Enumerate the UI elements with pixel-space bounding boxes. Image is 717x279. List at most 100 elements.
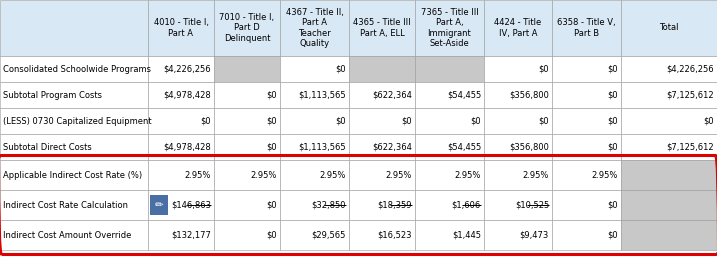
Text: $1,445: $1,445 bbox=[452, 230, 481, 239]
Text: $0: $0 bbox=[470, 117, 481, 126]
Bar bbox=[415, 82, 484, 108]
Bar bbox=[552, 56, 621, 82]
Bar bbox=[621, 220, 717, 250]
Text: $7,125,612: $7,125,612 bbox=[666, 90, 714, 100]
Bar bbox=[484, 134, 552, 160]
Bar bbox=[349, 56, 415, 82]
Text: $54,455: $54,455 bbox=[447, 90, 481, 100]
Text: Consolidated Schoolwide Programs: Consolidated Schoolwide Programs bbox=[3, 64, 151, 73]
Text: 4365 - Title III
Part A, ELL: 4365 - Title III Part A, ELL bbox=[353, 18, 411, 38]
Bar bbox=[552, 160, 621, 190]
Bar bbox=[621, 190, 717, 220]
Bar bbox=[621, 0, 717, 56]
Bar bbox=[280, 56, 349, 82]
Text: Indirect Cost Rate Calculation: Indirect Cost Rate Calculation bbox=[3, 201, 128, 210]
Bar bbox=[214, 56, 280, 82]
Bar bbox=[148, 134, 214, 160]
Bar bbox=[148, 82, 214, 108]
Text: 4010 - Title I,
Part A: 4010 - Title I, Part A bbox=[153, 18, 209, 38]
Bar bbox=[621, 160, 717, 190]
Text: $146,863: $146,863 bbox=[171, 201, 211, 210]
Bar bbox=[415, 220, 484, 250]
Text: $0: $0 bbox=[267, 90, 277, 100]
Text: 2.95%: 2.95% bbox=[320, 170, 346, 179]
Bar bbox=[0, 220, 148, 250]
Text: $54,455: $54,455 bbox=[447, 143, 481, 151]
Text: 7365 - Title III
Part A,
Immigrant
Set-Aside: 7365 - Title III Part A, Immigrant Set-A… bbox=[421, 8, 478, 48]
Text: 4424 - Title
IV, Part A: 4424 - Title IV, Part A bbox=[495, 18, 541, 38]
Bar bbox=[214, 134, 280, 160]
Text: $0: $0 bbox=[607, 143, 618, 151]
Bar bbox=[280, 220, 349, 250]
Text: $10,525: $10,525 bbox=[515, 201, 549, 210]
Text: Total: Total bbox=[659, 23, 679, 32]
Text: $0: $0 bbox=[607, 201, 618, 210]
Text: $356,800: $356,800 bbox=[509, 90, 549, 100]
Bar bbox=[552, 190, 621, 220]
Text: (LESS) 0730 Capitalized Equipment: (LESS) 0730 Capitalized Equipment bbox=[3, 117, 151, 126]
Bar bbox=[484, 190, 552, 220]
Bar bbox=[280, 0, 349, 56]
Text: Indirect Cost Amount Override: Indirect Cost Amount Override bbox=[3, 230, 131, 239]
Text: $1,606: $1,606 bbox=[452, 201, 481, 210]
Text: $622,364: $622,364 bbox=[372, 143, 412, 151]
Bar bbox=[349, 82, 415, 108]
Bar bbox=[415, 190, 484, 220]
Text: $4,978,428: $4,978,428 bbox=[163, 90, 211, 100]
Bar bbox=[0, 0, 148, 56]
Bar bbox=[349, 108, 415, 134]
Text: $0: $0 bbox=[402, 117, 412, 126]
Bar bbox=[150, 195, 168, 215]
Text: Subtotal Program Costs: Subtotal Program Costs bbox=[3, 90, 102, 100]
Bar bbox=[280, 160, 349, 190]
Text: $0: $0 bbox=[267, 230, 277, 239]
Text: 2.95%: 2.95% bbox=[386, 170, 412, 179]
Text: $4,978,428: $4,978,428 bbox=[163, 143, 211, 151]
Text: $0: $0 bbox=[607, 230, 618, 239]
Text: 7010 - Title I,
Part D
Delinquent: 7010 - Title I, Part D Delinquent bbox=[219, 13, 275, 43]
Bar bbox=[0, 108, 148, 134]
Bar bbox=[148, 220, 214, 250]
Text: 6358 - Title V,
Part B: 6358 - Title V, Part B bbox=[557, 18, 616, 38]
Text: $1,113,565: $1,113,565 bbox=[298, 90, 346, 100]
Text: $32,850: $32,850 bbox=[311, 201, 346, 210]
Bar bbox=[0, 160, 148, 190]
Bar bbox=[280, 190, 349, 220]
Bar bbox=[214, 190, 280, 220]
Text: 2.95%: 2.95% bbox=[455, 170, 481, 179]
Text: Applicable Indirect Cost Rate (%): Applicable Indirect Cost Rate (%) bbox=[3, 170, 142, 179]
Bar bbox=[148, 0, 214, 56]
Text: $18,359: $18,359 bbox=[377, 201, 412, 210]
Text: $0: $0 bbox=[267, 117, 277, 126]
Bar bbox=[280, 82, 349, 108]
Text: $4,226,256: $4,226,256 bbox=[666, 64, 714, 73]
Bar bbox=[280, 134, 349, 160]
Bar bbox=[552, 108, 621, 134]
Text: $0: $0 bbox=[703, 117, 714, 126]
Bar bbox=[214, 0, 280, 56]
Text: $356,800: $356,800 bbox=[509, 143, 549, 151]
Bar bbox=[484, 108, 552, 134]
Bar bbox=[0, 56, 148, 82]
Bar bbox=[621, 82, 717, 108]
Bar bbox=[148, 160, 214, 190]
Text: $29,565: $29,565 bbox=[312, 230, 346, 239]
Bar bbox=[349, 0, 415, 56]
Bar bbox=[552, 220, 621, 250]
Bar bbox=[484, 0, 552, 56]
Bar bbox=[552, 134, 621, 160]
Text: $0: $0 bbox=[538, 64, 549, 73]
Text: $0: $0 bbox=[267, 143, 277, 151]
Bar bbox=[415, 0, 484, 56]
Bar bbox=[0, 190, 148, 220]
Bar bbox=[415, 56, 484, 82]
Text: $0: $0 bbox=[336, 117, 346, 126]
Bar bbox=[621, 56, 717, 82]
Text: ✏: ✏ bbox=[155, 200, 163, 210]
Text: 4367 - Title II,
Part A
Teacher
Quality: 4367 - Title II, Part A Teacher Quality bbox=[285, 8, 343, 48]
Bar bbox=[214, 160, 280, 190]
Text: $0: $0 bbox=[200, 117, 211, 126]
Bar bbox=[214, 82, 280, 108]
Bar bbox=[552, 0, 621, 56]
Text: $132,177: $132,177 bbox=[171, 230, 211, 239]
